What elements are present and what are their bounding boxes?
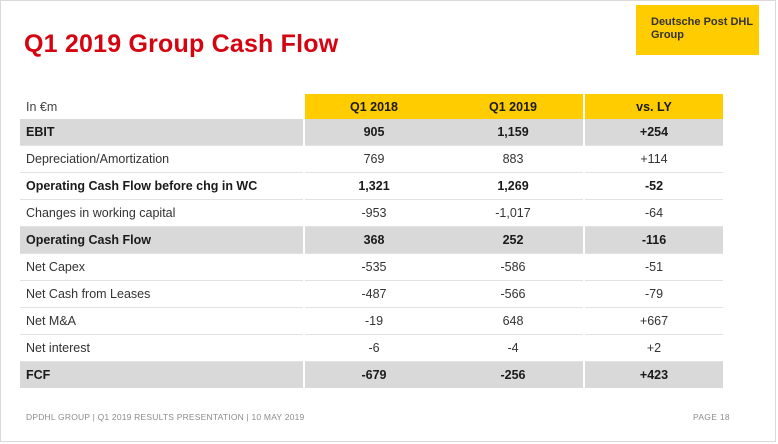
cell-q1-2018: -6 [305, 335, 443, 362]
cell-q1-2019: -4 [443, 335, 583, 362]
row-label: Changes in working capital [20, 200, 303, 227]
row-label: FCF [20, 362, 303, 388]
table-row-ocf-before-wc: Operating Cash Flow before chg in WC 1,3… [20, 173, 723, 200]
cell-q1-2018: -953 [305, 200, 443, 227]
cell-q1-2018: -19 [305, 308, 443, 335]
table-row-net-capex: Net Capex -535 -586 -51 [20, 254, 723, 281]
cell-q1-2018: 1,321 [305, 173, 443, 200]
cell-q1-2019: 648 [443, 308, 583, 335]
cell-q1-2018: -679 [305, 362, 443, 388]
slide-title: Q1 2019 Group Cash Flow [24, 30, 339, 58]
cell-vs-ly: -79 [585, 281, 723, 308]
column-header-q1-2018: Q1 2018 [305, 94, 443, 119]
cell-q1-2019: 1,269 [443, 173, 583, 200]
table-row-working-capital: Changes in working capital -953 -1,017 -… [20, 200, 723, 227]
cell-vs-ly: +114 [585, 146, 723, 173]
cell-q1-2019: 1,159 [443, 119, 583, 146]
cell-vs-ly: -64 [585, 200, 723, 227]
row-label: Net interest [20, 335, 303, 362]
cell-q1-2018: 769 [305, 146, 443, 173]
table-row-net-cash-leases: Net Cash from Leases -487 -566 -79 [20, 281, 723, 308]
page-number: PAGE 18 [693, 412, 730, 422]
cell-q1-2018: -487 [305, 281, 443, 308]
cell-q1-2019: 252 [443, 227, 583, 254]
table-header-row: In €m Q1 2018 Q1 2019 vs. LY [20, 94, 723, 119]
row-label: Net M&A [20, 308, 303, 335]
cell-q1-2019: -256 [443, 362, 583, 388]
company-logo: Deutsche Post DHL Group [636, 5, 759, 55]
row-label: Operating Cash Flow [20, 227, 303, 254]
cash-flow-table: In €m Q1 2018 Q1 2019 vs. LY EBIT 905 1,… [20, 94, 723, 388]
row-label: Depreciation/Amortization [20, 146, 303, 173]
cell-vs-ly: +2 [585, 335, 723, 362]
table-row-operating-cash-flow: Operating Cash Flow 368 252 -116 [20, 227, 723, 254]
cell-q1-2018: -535 [305, 254, 443, 281]
column-header-q1-2019: Q1 2019 [443, 94, 583, 119]
column-header-vs-ly: vs. LY [585, 94, 723, 119]
table-row-net-interest: Net interest -6 -4 +2 [20, 335, 723, 362]
cell-q1-2018: 368 [305, 227, 443, 254]
cell-vs-ly: +254 [585, 119, 723, 146]
row-label: EBIT [20, 119, 303, 146]
table-row-depreciation: Depreciation/Amortization 769 883 +114 [20, 146, 723, 173]
table-row-net-ma: Net M&A -19 648 +667 [20, 308, 723, 335]
footer-source: DPDHL GROUP | Q1 2019 RESULTS PRESENTATI… [26, 412, 305, 422]
cell-q1-2018: 905 [305, 119, 443, 146]
cell-vs-ly: -52 [585, 173, 723, 200]
cell-q1-2019: -586 [443, 254, 583, 281]
logo-text: Deutsche Post DHL Group [651, 16, 754, 41]
cell-vs-ly: -116 [585, 227, 723, 254]
table-row-fcf: FCF -679 -256 +423 [20, 362, 723, 388]
cell-q1-2019: -566 [443, 281, 583, 308]
cell-vs-ly: -51 [585, 254, 723, 281]
row-label: Net Capex [20, 254, 303, 281]
unit-label: In €m [26, 99, 58, 114]
row-label: Operating Cash Flow before chg in WC [20, 173, 303, 200]
cell-q1-2019: -1,017 [443, 200, 583, 227]
cell-vs-ly: +667 [585, 308, 723, 335]
cell-vs-ly: +423 [585, 362, 723, 388]
row-label: Net Cash from Leases [20, 281, 303, 308]
table-row-ebit: EBIT 905 1,159 +254 [20, 119, 723, 146]
cell-q1-2019: 883 [443, 146, 583, 173]
